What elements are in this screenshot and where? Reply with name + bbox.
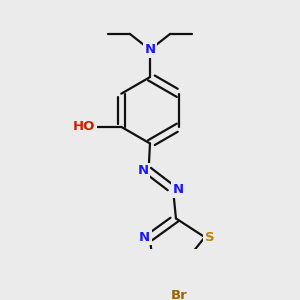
Text: N: N [139,231,150,244]
Text: N: N [137,164,148,177]
Text: N: N [173,183,184,196]
Text: HO: HO [73,120,95,134]
Text: Br: Br [170,289,187,300]
Text: N: N [144,43,156,56]
Text: S: S [205,231,214,244]
